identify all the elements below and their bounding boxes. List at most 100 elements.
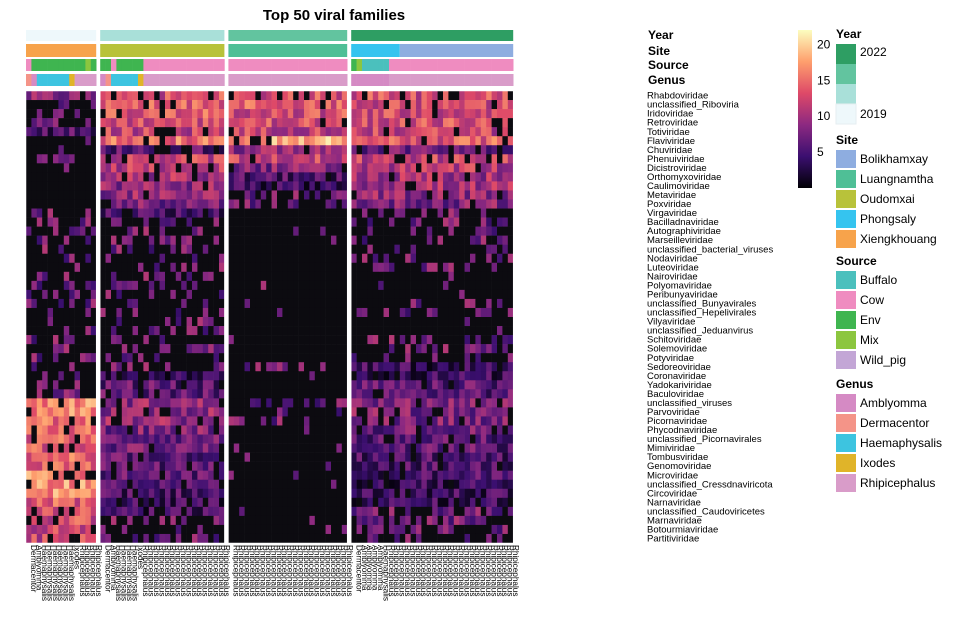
heatmap-cell — [239, 127, 245, 137]
heatmap-cell — [143, 533, 150, 544]
heatmap-cell — [53, 326, 59, 336]
heatmap-cell — [356, 163, 363, 173]
heatmap-cell — [497, 344, 503, 354]
heatmap-cell — [497, 371, 503, 381]
heatmap-cell — [181, 389, 187, 399]
heatmap-cell — [132, 470, 139, 481]
heatmap-cell — [325, 461, 332, 471]
heatmap-cell — [233, 533, 240, 544]
heatmap-cell — [175, 488, 182, 499]
heatmap-cell — [470, 163, 476, 173]
heatmap-cell — [42, 425, 48, 435]
heatmap-cell — [378, 118, 384, 128]
heatmap-cell — [405, 118, 411, 128]
heatmap-cell — [127, 199, 133, 209]
heatmap-cell — [475, 407, 482, 417]
heatmap-cell — [127, 163, 133, 173]
heatmap-cell — [121, 127, 128, 137]
heatmap-cell — [53, 262, 59, 273]
heatmap-cell — [90, 136, 97, 146]
heatmap-cell — [175, 416, 182, 426]
source-track-cell — [250, 59, 256, 71]
heatmap-cell — [186, 262, 193, 273]
heatmap-cell — [111, 407, 117, 417]
heatmap-cell — [192, 298, 198, 309]
heatmap-cell — [69, 362, 75, 372]
heatmap-cell — [304, 91, 310, 101]
heatmap-cell — [325, 344, 332, 354]
heatmap-cell — [325, 217, 332, 227]
heatmap-cell — [331, 524, 337, 535]
heatmap-cell — [331, 100, 337, 110]
heatmap-cell — [181, 425, 187, 435]
heatmap-cell — [389, 434, 395, 444]
heatmap-cell — [47, 470, 54, 481]
heatmap-cell — [459, 244, 465, 255]
heatmap-cell — [244, 461, 251, 471]
heatmap-cell — [80, 533, 86, 544]
heatmap-cell — [255, 443, 262, 453]
heatmap-cell — [426, 335, 433, 345]
heatmap-cell — [90, 109, 97, 119]
column-label: Rhipicephalus — [419, 545, 428, 596]
heatmap-cell — [336, 425, 343, 435]
heatmap-cell — [486, 488, 492, 499]
heatmap-cell — [383, 136, 390, 146]
heatmap-cell — [394, 398, 401, 408]
heatmap-cell — [159, 416, 166, 426]
heatmap-cell — [372, 253, 379, 264]
heatmap-cell — [58, 109, 65, 119]
heatmap-cell — [362, 389, 368, 399]
heatmap-cell — [111, 353, 117, 363]
heatmap-cell — [394, 470, 401, 481]
column-label: Haemaphysalis — [120, 545, 129, 601]
heatmap-cell — [362, 217, 368, 227]
heatmap-cell — [260, 326, 267, 336]
heatmap-cell — [356, 172, 363, 182]
heatmap-cell — [159, 398, 166, 408]
heatmap-cell — [260, 289, 267, 300]
source-track-cell — [53, 59, 59, 71]
heatmap-cell — [304, 172, 310, 182]
heatmap-cell — [69, 452, 75, 462]
heatmap-cell — [507, 181, 514, 191]
heatmap-cell — [372, 389, 379, 399]
heatmap-cell — [298, 271, 305, 282]
heatmap-cell — [437, 353, 444, 363]
heatmap-cell — [127, 136, 133, 146]
heatmap-cell — [362, 470, 368, 481]
heatmap-cell — [213, 217, 220, 227]
heatmap-cell — [459, 344, 465, 354]
heatmap-cell — [42, 317, 48, 327]
heatmap-cell — [181, 118, 187, 128]
heatmap-cell — [250, 208, 256, 218]
heatmap-cell — [219, 371, 225, 381]
heatmap-cell — [394, 335, 401, 345]
heatmap-cell — [410, 461, 417, 471]
heatmap-cell — [277, 217, 283, 227]
heatmap-cell — [100, 371, 106, 381]
heatmap-cell — [58, 298, 65, 309]
heatmap-cell — [287, 226, 294, 236]
heatmap-cell — [105, 91, 112, 101]
heatmap-cell — [159, 235, 166, 245]
heatmap-cell — [394, 217, 401, 227]
heatmap-cell — [459, 154, 465, 164]
heatmap-cell — [480, 425, 487, 435]
genus-track-cell — [432, 74, 438, 86]
heatmap-cell — [507, 344, 514, 354]
heatmap-cell — [282, 181, 289, 191]
heatmap-cell — [389, 470, 395, 481]
heatmap-cell — [63, 371, 70, 381]
heatmap-cell — [105, 515, 112, 526]
heatmap-cell — [69, 533, 75, 544]
heatmap-cell — [90, 506, 97, 517]
heatmap-cell — [74, 434, 81, 444]
heatmap-cell — [314, 226, 321, 236]
heatmap-cell — [266, 226, 272, 236]
heatmap-cell — [383, 515, 390, 526]
heatmap-cell — [74, 353, 81, 363]
heatmap-cell — [470, 235, 476, 245]
heatmap-cell — [47, 524, 54, 535]
heatmap-cell — [266, 434, 272, 444]
